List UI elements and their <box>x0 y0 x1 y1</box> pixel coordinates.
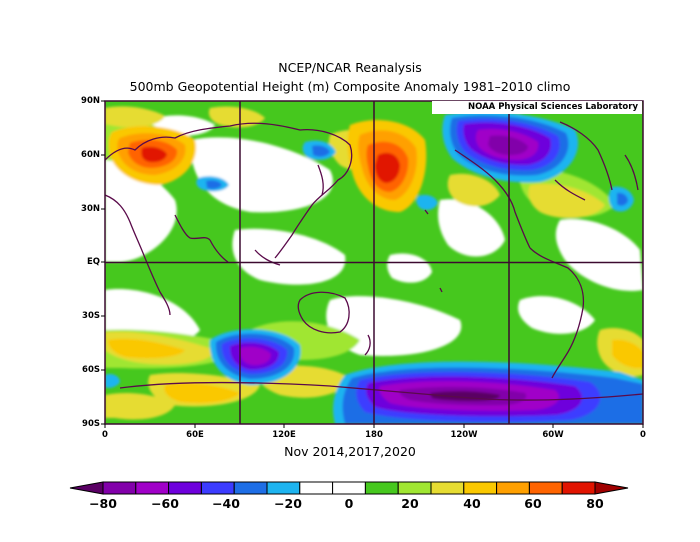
colorbar-cell <box>561 481 596 495</box>
colorbar-cell <box>233 481 268 495</box>
colorbar-cell <box>364 481 399 495</box>
colorbar-tick-label: 60 <box>524 496 542 511</box>
lon-label: 60W <box>542 430 564 440</box>
axis-ticks <box>101 100 644 428</box>
colorbar-arrow-min <box>69 481 104 495</box>
colorbar-tick-label: 40 <box>463 496 481 511</box>
colorbar-cell <box>397 481 432 495</box>
colorbar-cell <box>528 481 563 495</box>
lat-label: 60N <box>81 150 100 160</box>
lat-label: 90N <box>81 96 100 106</box>
lon-label: 0 <box>102 430 108 440</box>
colorbar-tick-label: −60 <box>151 496 179 511</box>
lat-label: 30S <box>82 311 100 321</box>
lat-label: 60S <box>82 365 100 375</box>
lon-label: 0 <box>640 430 646 440</box>
colorbar-cell <box>299 481 334 495</box>
grid-lines <box>105 101 643 424</box>
credit-label: NOAA Physical Sciences Laboratory <box>432 101 642 114</box>
colorbar-cell <box>200 481 235 495</box>
colorbar-cell <box>266 481 301 495</box>
colorbar-tick-label: 80 <box>586 496 604 511</box>
colorbar-cell <box>168 481 202 495</box>
colorbar-arrow-max <box>594 481 629 495</box>
colorbar-cell <box>496 481 530 495</box>
chart-title: NCEP/NCAR Reanalysis <box>278 60 422 75</box>
period-label: Nov 2014,2017,2020 <box>284 444 416 459</box>
colorbar-cell <box>102 481 137 495</box>
colorbar-cell <box>135 481 170 495</box>
lat-label: 30N <box>81 204 100 214</box>
coastlines <box>105 121 643 401</box>
lon-label: 120E <box>272 430 296 440</box>
colorbar-cell <box>332 481 366 495</box>
lat-label: EQ <box>86 257 100 267</box>
colorbar-tick-label: −80 <box>89 496 117 511</box>
colorbar-cell <box>430 481 465 495</box>
lat-label: 90S <box>82 419 100 429</box>
colorbar-tick-label: −40 <box>212 496 240 511</box>
colorbar-tick-label: −20 <box>274 496 302 511</box>
colorbar-cell <box>463 481 498 495</box>
lon-label: 60E <box>186 430 204 440</box>
colorbar-tick-label: 0 <box>344 496 354 511</box>
lon-label: 120W <box>450 430 478 440</box>
lon-label: 180 <box>365 430 383 440</box>
colorbar-tick-label: 20 <box>401 496 419 511</box>
chart-subtitle: 500mb Geopotential Height (m) Composite … <box>129 79 571 94</box>
